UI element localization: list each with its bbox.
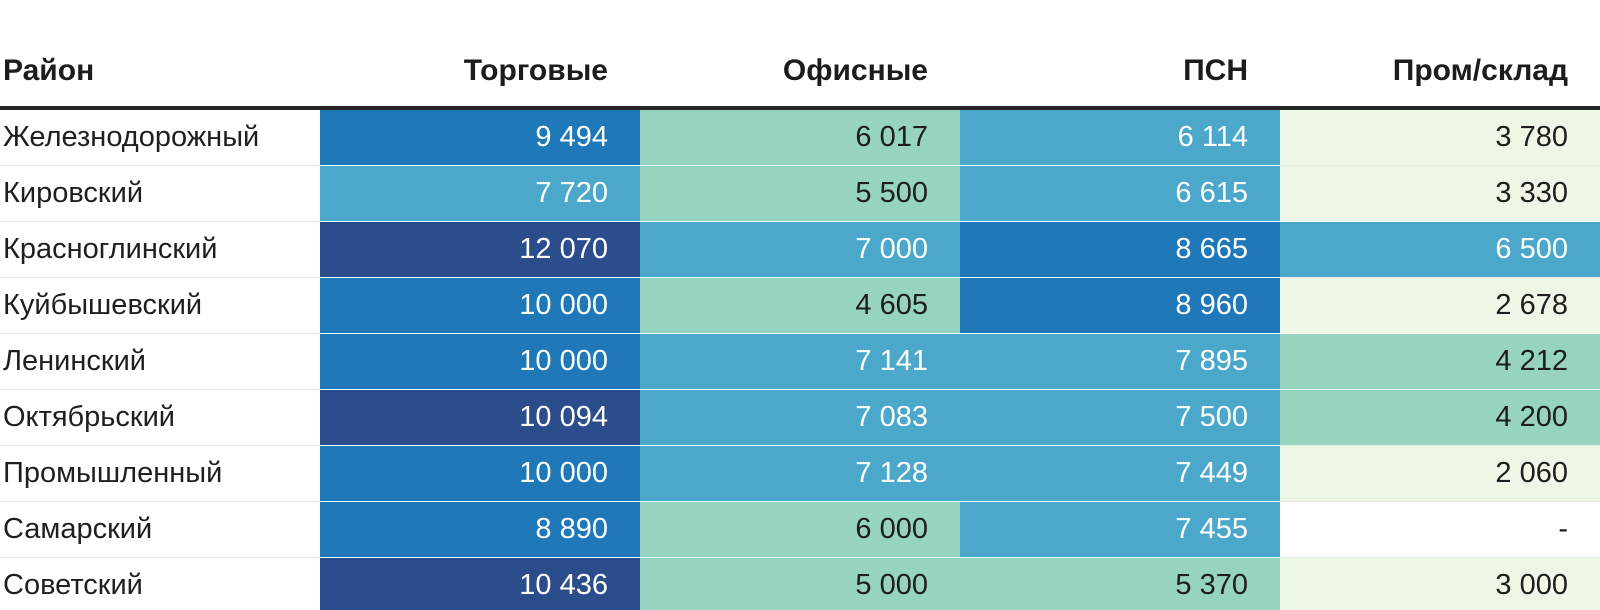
column-header-industrial: Пром/склад xyxy=(1280,0,1600,110)
table-row: Куйбышевский 10 000 4 605 8 960 2 678 xyxy=(0,277,1600,334)
value-cell: 7 500 xyxy=(960,389,1280,446)
table-row: Самарский 8 890 6 000 7 455 - xyxy=(0,501,1600,558)
table-row: Красноглинский 12 070 7 000 8 665 6 500 xyxy=(0,221,1600,278)
district-label: Железнодорожный xyxy=(0,108,320,166)
district-label: Октябрьский xyxy=(0,389,320,446)
value-cell: 2 060 xyxy=(1280,445,1600,502)
table-row: Кировский 7 720 5 500 6 615 3 330 xyxy=(0,165,1600,222)
value-cell: - xyxy=(1280,501,1600,558)
district-label: Советский xyxy=(0,557,320,610)
district-label: Куйбышевский xyxy=(0,277,320,334)
value-cell: 8 960 xyxy=(960,277,1280,334)
value-cell: 6 114 xyxy=(960,108,1280,166)
value-cell: 7 449 xyxy=(960,445,1280,502)
table-row: Советский 10 436 5 000 5 370 3 000 xyxy=(0,557,1600,610)
value-cell: 4 200 xyxy=(1280,389,1600,446)
value-cell: 9 494 xyxy=(320,108,640,166)
table-row: Ленинский 10 000 7 141 7 895 4 212 xyxy=(0,333,1600,390)
value-cell: 7 720 xyxy=(320,165,640,222)
table-row: Промышленный 10 000 7 128 7 449 2 060 xyxy=(0,445,1600,502)
value-cell: 3 000 xyxy=(1280,557,1600,610)
header-row: Район Торговые Офисные ПСН Пром/склад xyxy=(0,0,1600,110)
column-header-psn: ПСН xyxy=(960,0,1280,110)
value-cell: 10 436 xyxy=(320,557,640,610)
value-cell: 7 455 xyxy=(960,501,1280,558)
value-cell: 10 000 xyxy=(320,277,640,334)
value-cell: 2 678 xyxy=(1280,277,1600,334)
value-cell: 8 665 xyxy=(960,221,1280,278)
district-label: Ленинский xyxy=(0,333,320,390)
value-cell: 3 780 xyxy=(1280,108,1600,166)
value-cell: 12 070 xyxy=(320,221,640,278)
value-cell: 6 500 xyxy=(1280,221,1600,278)
column-header-retail: Торговые xyxy=(320,0,640,110)
value-cell: 8 890 xyxy=(320,501,640,558)
value-cell: 5 000 xyxy=(640,557,960,610)
value-cell: 6 615 xyxy=(960,165,1280,222)
value-cell: 3 330 xyxy=(1280,165,1600,222)
table-body: Железнодорожный 9 494 6 017 6 114 3 780 … xyxy=(0,108,1600,610)
district-label: Красноглинский xyxy=(0,221,320,278)
district-label: Промышленный xyxy=(0,445,320,502)
value-cell: 10 094 xyxy=(320,389,640,446)
value-cell: 7 141 xyxy=(640,333,960,390)
table-header: Район Торговые Офисные ПСН Пром/склад xyxy=(0,0,1600,110)
district-label: Кировский xyxy=(0,165,320,222)
value-cell: 10 000 xyxy=(320,445,640,502)
value-cell: 4 212 xyxy=(1280,333,1600,390)
district-label: Самарский xyxy=(0,501,320,558)
value-cell: 5 500 xyxy=(640,165,960,222)
column-header-office: Офисные xyxy=(640,0,960,110)
column-header-district: Район xyxy=(0,0,320,110)
value-cell: 4 605 xyxy=(640,277,960,334)
value-cell: 7 000 xyxy=(640,221,960,278)
table-row: Октябрьский 10 094 7 083 7 500 4 200 xyxy=(0,389,1600,446)
value-cell: 6 017 xyxy=(640,108,960,166)
value-cell: 5 370 xyxy=(960,557,1280,610)
value-cell: 7 083 xyxy=(640,389,960,446)
value-cell: 10 000 xyxy=(320,333,640,390)
value-cell: 6 000 xyxy=(640,501,960,558)
value-cell: 7 895 xyxy=(960,333,1280,390)
table-row: Железнодорожный 9 494 6 017 6 114 3 780 xyxy=(0,108,1600,166)
value-cell: 7 128 xyxy=(640,445,960,502)
